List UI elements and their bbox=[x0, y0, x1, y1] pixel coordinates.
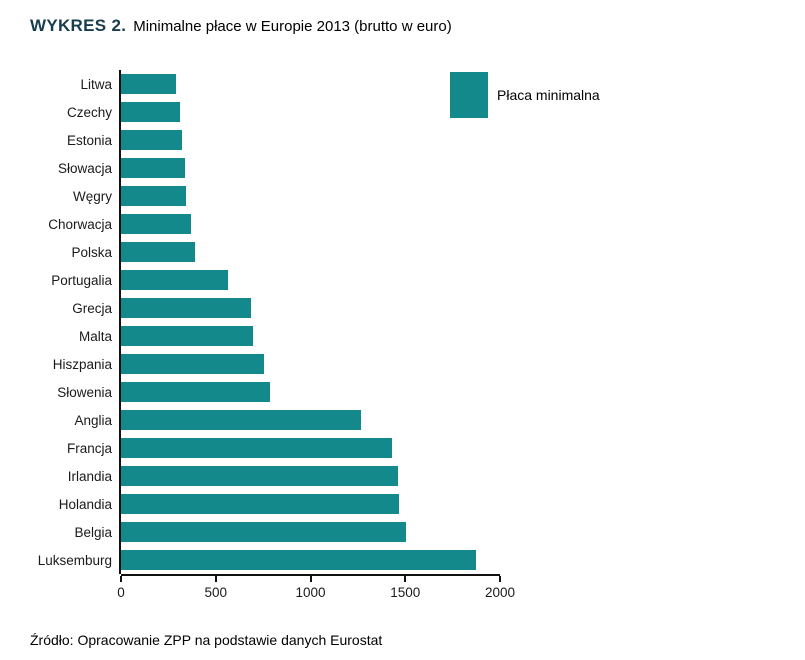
bar-track bbox=[119, 126, 500, 154]
chart-row: Litwa bbox=[30, 70, 500, 98]
bar bbox=[121, 494, 400, 514]
chart-row: Francja bbox=[30, 434, 500, 462]
bar-track bbox=[119, 434, 500, 462]
chart-row: Słowenia bbox=[30, 378, 500, 406]
category-label: Luksemburg bbox=[37, 552, 112, 568]
category-label: Węgry bbox=[72, 188, 112, 204]
bar-track bbox=[119, 266, 500, 294]
chart-row: Grecja bbox=[30, 294, 500, 322]
chart-row: Chorwacja bbox=[30, 210, 500, 238]
bar-track bbox=[119, 518, 500, 546]
bar bbox=[121, 186, 186, 206]
chart-row: Estonia bbox=[30, 126, 500, 154]
chart-row: Anglia bbox=[30, 406, 500, 434]
chart-row: Malta bbox=[30, 322, 500, 350]
bar bbox=[121, 214, 192, 234]
bar-track bbox=[119, 294, 500, 322]
axis-tick-label: 1500 bbox=[390, 585, 421, 600]
category-label: Hiszpania bbox=[52, 356, 112, 372]
chart-row: Belgia bbox=[30, 518, 500, 546]
category-label: Chorwacja bbox=[48, 216, 112, 232]
bar bbox=[121, 326, 254, 346]
axis-tick-label: 500 bbox=[204, 585, 228, 600]
legend: Płaca minimalna bbox=[450, 72, 600, 118]
bar bbox=[121, 354, 264, 374]
bar-track bbox=[119, 350, 500, 378]
chart-title-prefix: WYKRES 2. bbox=[30, 16, 127, 35]
bar bbox=[121, 466, 399, 486]
chart-row: Polska bbox=[30, 238, 500, 266]
bar-track bbox=[119, 462, 500, 490]
axis-tick-label: 1000 bbox=[295, 585, 326, 600]
bar bbox=[121, 550, 477, 570]
bar-track bbox=[119, 322, 500, 350]
bar-chart: Litwa Czechy Estonia Słowacja Węgry Chorwacja… bbox=[30, 70, 600, 608]
axis-tick bbox=[404, 576, 407, 582]
axis-tick-label: 0 bbox=[117, 585, 125, 600]
bar bbox=[121, 102, 181, 122]
axis-tick bbox=[499, 576, 501, 582]
category-label: Litwa bbox=[80, 76, 112, 92]
category-label: Polska bbox=[71, 244, 112, 260]
bar-track bbox=[119, 406, 500, 434]
bar bbox=[121, 298, 251, 318]
category-label: Belgia bbox=[74, 524, 112, 540]
bar bbox=[121, 74, 176, 94]
category-label: Grecja bbox=[72, 300, 112, 316]
chart-title-text: Minimalne płace w Europie 2013 (brutto w… bbox=[133, 18, 452, 35]
bar-track bbox=[119, 210, 500, 238]
bar bbox=[121, 438, 392, 458]
category-label: Estonia bbox=[66, 132, 112, 148]
chart-row: Portugalia bbox=[30, 266, 500, 294]
bar-track bbox=[119, 70, 500, 98]
axis-tick bbox=[309, 576, 312, 582]
chart-title: WYKRES 2. Minimalne płace w Europie 2013 … bbox=[30, 16, 805, 36]
chart-row: Irlandia bbox=[30, 462, 500, 490]
category-label: Irlandia bbox=[67, 468, 112, 484]
bar-track bbox=[119, 182, 500, 210]
bar-track bbox=[119, 238, 500, 266]
legend-swatch bbox=[450, 72, 488, 118]
chart-row: Hiszpania bbox=[30, 350, 500, 378]
bar bbox=[121, 382, 270, 402]
bar bbox=[121, 130, 182, 150]
chart-row: Holandia bbox=[30, 490, 500, 518]
category-label: Malta bbox=[78, 328, 112, 344]
bar-track bbox=[119, 490, 500, 518]
axis-tick bbox=[214, 576, 217, 582]
category-label: Holandia bbox=[58, 496, 112, 512]
bar bbox=[121, 522, 406, 542]
chart-row: Słowacja bbox=[30, 154, 500, 182]
x-axis: 0 500 1000 1500 2000 bbox=[117, 574, 515, 608]
plot-area: Litwa Czechy Estonia Słowacja Węgry Chorwacja… bbox=[30, 70, 500, 574]
category-label: Słowacja bbox=[57, 160, 112, 176]
bar-track bbox=[119, 154, 500, 182]
bar bbox=[121, 410, 361, 430]
bar bbox=[121, 270, 229, 290]
legend-label: Płaca minimalna bbox=[497, 87, 600, 103]
bar bbox=[121, 242, 196, 262]
chart-row: Czechy bbox=[30, 98, 500, 126]
category-label: Francja bbox=[66, 440, 112, 456]
axis-tick bbox=[120, 576, 122, 582]
bar-track bbox=[119, 546, 500, 574]
chart-row: Luksemburg bbox=[30, 546, 500, 574]
category-label: Słowenia bbox=[57, 384, 112, 400]
bar bbox=[121, 158, 186, 178]
axis-tick-label: 2000 bbox=[484, 585, 516, 600]
bar-track bbox=[119, 98, 500, 126]
bar-track bbox=[119, 378, 500, 406]
category-label: Anglia bbox=[74, 412, 112, 428]
category-label: Portugalia bbox=[51, 272, 112, 288]
source-note: Źródło: Opracowanie ZPP na podstawie dan… bbox=[30, 632, 383, 648]
chart-row: Węgry bbox=[30, 182, 500, 210]
category-label: Czechy bbox=[66, 104, 112, 120]
